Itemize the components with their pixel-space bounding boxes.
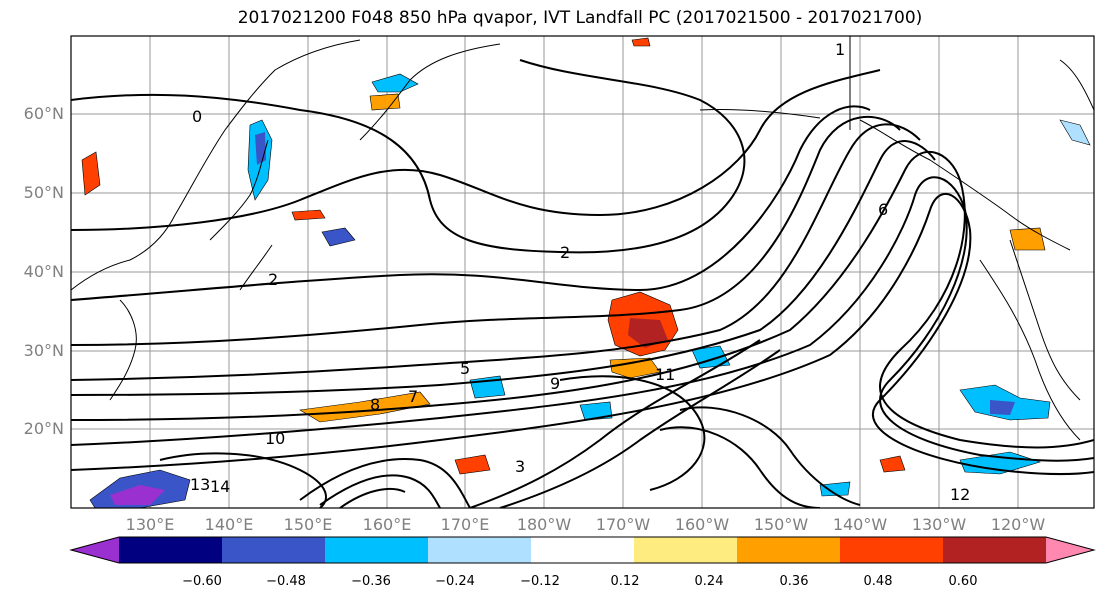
contour-label: 13: [190, 475, 210, 494]
contour-label: 7: [408, 387, 418, 406]
longitude-label: 150°W: [753, 515, 809, 534]
colorbar-tick-label: −0.24: [435, 574, 475, 589]
colorbar-segment: [531, 537, 635, 563]
longitude-label: 130°W: [911, 515, 967, 534]
colorbar-segment: [737, 537, 841, 563]
contour-label: 6: [878, 200, 888, 219]
colorbar-tick-label: 0.48: [863, 574, 893, 589]
colorbar-segment: [428, 537, 532, 563]
colorbar-extend-high: [1046, 537, 1094, 563]
longitude-label: 130°E: [125, 515, 175, 534]
latitude-label: 50°N: [23, 183, 64, 202]
colorbar-segment: [222, 537, 326, 563]
contour-label: 11: [655, 365, 675, 384]
latitude-label: 30°N: [23, 341, 64, 360]
colorbar-outline: [69, 536, 1096, 564]
colorbar-segment: [325, 537, 429, 563]
map-title: 2017021200 F048 850 hPa qvapor, IVT Land…: [237, 8, 923, 28]
contour-label: 3: [515, 457, 525, 476]
longitude-label: 140°E: [204, 515, 254, 534]
longitude-label: 150°E: [283, 515, 333, 534]
map-frame: [70, 35, 1095, 509]
contour-label: 5: [460, 359, 470, 378]
latitude-label: 20°N: [23, 419, 64, 438]
contour-label-group: 1 0 2 2 5 6 7 8 9 10 11 12 13 14 3: [190, 40, 970, 504]
map-plot-area: 1 0 2 2 5 6 7 8 9 10 11 12 13 14 3: [71, 36, 1094, 508]
contour-label: 0: [192, 107, 202, 126]
colorbar-tick-label: 0.60: [948, 574, 978, 589]
longitude-label: 170°E: [440, 515, 490, 534]
colorbar-segment: [119, 537, 223, 563]
colorbar-segment: [943, 537, 1047, 563]
colorbar-tick-label: −0.36: [351, 574, 391, 589]
longitude-label: 160°W: [674, 515, 730, 534]
colorbar-tick-label: 0.36: [779, 574, 809, 589]
contour-label: 14: [210, 477, 230, 496]
latitude-label: 40°N: [23, 262, 64, 281]
colorbar-tick-label: −0.12: [520, 574, 560, 589]
contour-label: 1: [835, 40, 845, 59]
longitude-label: 120°W: [990, 515, 1046, 534]
colorbar-tick-label: −0.60: [182, 574, 222, 589]
colorbar-segment: [634, 537, 738, 563]
contour-label: 2: [560, 243, 570, 262]
longitude-label: 180°W: [516, 515, 572, 534]
latitude-label: 60°N: [23, 104, 64, 123]
longitude-label: 140°W: [832, 515, 888, 534]
contour-label: 9: [550, 374, 560, 393]
coastlines: [71, 36, 1094, 441]
colorbar-segment: [840, 537, 944, 563]
ivt-contours: [71, 59, 1094, 508]
colorbar-tick-label: 0.12: [610, 574, 640, 589]
longitude-label: 170°W: [595, 515, 651, 534]
colorbar-tick-label: 0.24: [694, 574, 724, 589]
contour-label: 8: [370, 395, 380, 414]
colorbar-tick-label: −0.48: [266, 574, 306, 589]
colorbar: [69, 536, 1096, 564]
contour-label: 10: [265, 429, 285, 448]
qvapor-anomaly-fills: [81, 37, 1091, 508]
colorbar-extend-low: [71, 537, 119, 563]
longitude-label: 160°E: [362, 515, 412, 534]
contour-label: 2: [268, 270, 278, 289]
contour-label: 12: [950, 485, 970, 504]
